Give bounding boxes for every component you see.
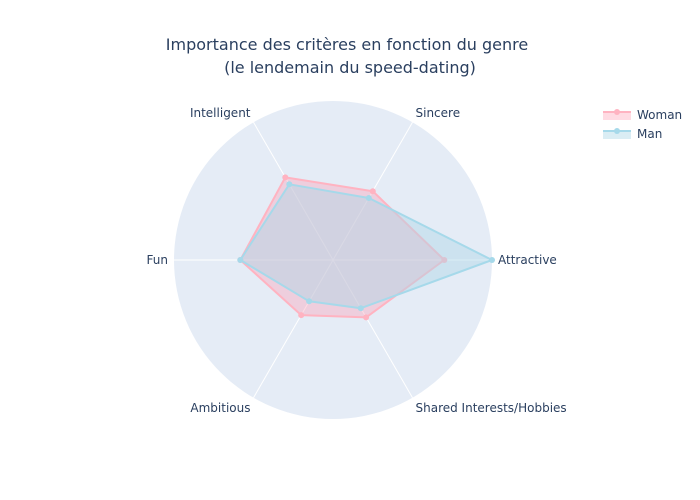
series-man-point-fun: [237, 257, 244, 263]
series-woman-point-sincere: [369, 188, 376, 195]
legend-marker-woman: [614, 109, 620, 115]
legend-label-man: Man: [637, 127, 662, 141]
chart-title-line-2: (le lendemain du speed-dating): [224, 58, 476, 77]
chart-title-line-1: Importance des critères en fonction du g…: [166, 35, 528, 54]
category-label-fun: Fun: [147, 253, 168, 267]
legend-label-woman: Woman: [637, 108, 682, 122]
category-label-shared-interests-hobbies: Shared Interests/Hobbies: [416, 401, 567, 415]
legend-item-man[interactable]: Man: [603, 127, 662, 141]
legend-item-woman[interactable]: Woman: [603, 108, 682, 122]
gridline-shared-interests-hobbies: [332, 259, 413, 398]
category-label-intelligent: Intelligent: [190, 106, 251, 120]
gridline-ambitious: [253, 259, 334, 398]
legend: Woman Man: [603, 108, 682, 141]
series-man-point-attractive: [489, 257, 495, 263]
category-labels: Attractive Sincere Intelligent Fun Ambitious…: [147, 106, 567, 415]
series-man-point-shared-interests-hobbies: [357, 305, 364, 312]
series-woman-point-attractive: [441, 257, 448, 263]
series-man-point-sincere: [365, 195, 372, 201]
gridline-intelligent: [253, 122, 334, 261]
category-label-ambitious: Ambitious: [190, 401, 250, 415]
series-layer: [237, 174, 495, 321]
category-label-sincere: Sincere: [416, 106, 461, 120]
series-woman-point-shared-interests-hobbies: [363, 314, 370, 321]
radar-plot-area: Attractive Sincere Intelligent Fun Ambitious…: [147, 101, 567, 419]
series-man-point-ambitious: [306, 298, 313, 305]
series-woman-point-intelligent: [282, 174, 289, 181]
series-woman-point-ambitious: [298, 312, 305, 319]
legend-swatch-woman: [603, 112, 631, 120]
legend-marker-man: [614, 128, 620, 134]
series-man-point-intelligent: [286, 181, 293, 188]
category-label-attractive: Attractive: [498, 253, 557, 267]
legend-swatch-man: [603, 131, 631, 139]
